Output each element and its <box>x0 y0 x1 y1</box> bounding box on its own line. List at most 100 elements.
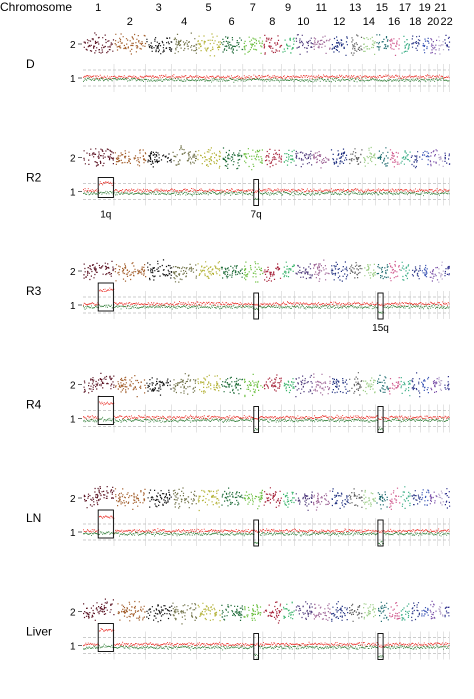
chromosome-band <box>114 262 147 282</box>
chromosome-band <box>389 38 400 56</box>
chromosome-label: 12 <box>333 16 345 28</box>
chromosome-band <box>283 491 295 508</box>
chromosome-band <box>146 377 172 396</box>
chromosome-band <box>421 150 430 166</box>
region-box-15q <box>377 519 384 547</box>
chromosome-band <box>221 487 244 507</box>
sample-panels: D 2 1 R2 2 1 1q 7q R3 2 1 15q R4 2 1 LN 2 1 Liver 2 1 <box>26 32 451 660</box>
chromosome-band <box>411 490 421 506</box>
region-box-7q <box>253 179 259 206</box>
track-tick-label: 1 <box>70 642 76 653</box>
chromosome-header-label: Chromosome <box>0 0 72 14</box>
chromosome-band <box>429 600 437 620</box>
chromosome-band <box>295 491 313 511</box>
sample-panel: LN 2 1 <box>26 486 451 547</box>
chromosome-band <box>313 490 331 511</box>
allele-signal-green <box>83 643 450 659</box>
chromosome-label: 16 <box>388 16 400 28</box>
allele-signal-red <box>83 515 450 534</box>
chromosome-band <box>263 263 282 282</box>
chromosome-band <box>421 376 430 394</box>
chromosome-band <box>114 33 147 55</box>
chromosome-band <box>444 152 451 165</box>
chromosome-band <box>117 600 146 622</box>
chromosome-band <box>444 34 451 51</box>
chromosome-band <box>421 489 430 506</box>
chromosome-band <box>295 34 313 55</box>
track-tick-label: 2 <box>70 494 76 505</box>
chromosome-label: 9 <box>285 2 291 14</box>
chromosome-label: 17 <box>399 2 411 14</box>
chromosome-band <box>197 374 221 394</box>
chromosome-band <box>430 38 438 55</box>
chromosome-band <box>410 151 421 169</box>
chromosome-band <box>313 373 331 396</box>
chromosome-band <box>348 488 363 508</box>
chromosome-label: 1 <box>95 2 101 14</box>
chromosome-band <box>348 148 363 165</box>
sample-panel: R3 2 1 15q <box>26 259 450 334</box>
chromosome-band <box>429 149 438 167</box>
allele-signal-green <box>83 77 450 83</box>
chromosome-band <box>363 603 377 620</box>
chromosome-band <box>197 147 221 169</box>
chromosome-band <box>263 487 282 508</box>
region-box-15q <box>377 406 384 433</box>
chromosome-label: 15 <box>376 2 388 14</box>
chromosome-band <box>378 601 389 622</box>
sample-label: R4 <box>26 398 42 412</box>
chromosome-band <box>411 265 421 280</box>
chromosome-label: 18 <box>409 16 421 28</box>
chromosome-band <box>389 260 401 282</box>
chromosome-band <box>283 601 295 620</box>
allele-signal-green <box>83 416 450 432</box>
chromosome-band <box>377 147 389 167</box>
region-box-7q <box>253 406 259 433</box>
chromosome-band <box>147 151 172 168</box>
chromosome-label: 2 <box>127 16 133 28</box>
chromosome-band <box>438 154 444 167</box>
chromosome-band <box>243 604 262 621</box>
chromosome-band <box>282 37 295 54</box>
chromosome-band <box>331 601 349 622</box>
region-box-7q <box>253 292 259 320</box>
chromosome-band <box>349 262 363 279</box>
chromosome-label: 14 <box>363 16 375 28</box>
chromosome-band <box>331 36 348 56</box>
track-tick-label: 1 <box>70 188 76 199</box>
chromosome-band <box>243 36 264 55</box>
chromosome-band <box>243 148 263 171</box>
chromosome-label: 6 <box>229 16 235 28</box>
chromosome-band <box>146 37 173 55</box>
track-tick-label: 2 <box>70 40 76 51</box>
chromosome-band <box>83 372 115 397</box>
chromosome-band <box>283 378 295 394</box>
track-tick-label: 1 <box>70 528 76 539</box>
chromosome-band <box>363 146 377 167</box>
chromosome-band <box>83 486 115 509</box>
region-box-1q <box>97 282 114 312</box>
track-tick-label: 2 <box>70 608 76 619</box>
sample-label: Liver <box>26 625 52 639</box>
chromosome-band <box>313 259 330 282</box>
chromosome-band <box>243 261 264 283</box>
chromosome-band <box>221 36 244 54</box>
region-label: 15q <box>372 323 389 334</box>
chromosome-band <box>197 261 221 279</box>
chromosome-band <box>400 603 410 621</box>
region-box-1q <box>97 396 114 425</box>
chromosome-band <box>173 32 198 54</box>
sample-label: D <box>26 57 35 71</box>
chromosome-band <box>83 260 115 281</box>
track-tick-label: 1 <box>70 415 76 426</box>
chromosome-label: 21 <box>434 2 446 14</box>
chromosome-band <box>146 604 173 623</box>
chromosome-band <box>411 35 421 51</box>
chromosome-label: 3 <box>156 2 162 14</box>
chromosome-band <box>421 264 428 278</box>
chromosome-band <box>330 148 348 167</box>
chromosome-band <box>295 263 313 280</box>
chromosome-label: 5 <box>205 2 211 14</box>
chromosome-band <box>389 602 401 620</box>
sample-label: LN <box>26 511 41 525</box>
